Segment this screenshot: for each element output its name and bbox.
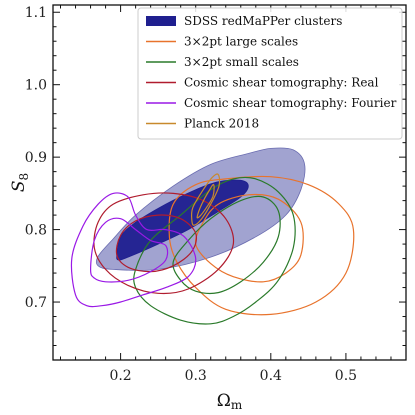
- x-tick-label: 0.4: [260, 368, 282, 384]
- contour-cosmic-shear-tomography-real-68: [115, 214, 198, 273]
- axes-layer: 0.2 0.3 0.4 0.5 0.7 0.8 0.9 1.0 1.1 Ωm S8: [9, 4, 407, 412]
- x-tick-label: 0.5: [335, 368, 357, 384]
- legend-label: Planck 2018: [184, 117, 259, 131]
- x-tick-label: 0.2: [109, 368, 131, 384]
- y-axis-label-subscript: 8: [17, 173, 31, 181]
- x-tick-label: 0.3: [185, 368, 207, 384]
- y-tick-label: 1.0: [25, 78, 47, 94]
- contour-3-2pt-large-scales-95: [168, 175, 355, 316]
- contour-planck-2018-68: [196, 183, 215, 219]
- legend-label: Cosmic shear tomography: Fourier: [184, 96, 397, 110]
- legend-label: SDSS redMaPPer clusters: [184, 14, 342, 28]
- y-tick-label: 0.7: [25, 295, 47, 311]
- plot-area: [70, 147, 355, 325]
- legend-label: Cosmic shear tomography: Real: [184, 76, 379, 90]
- y-tick-label: 0.8: [25, 223, 47, 239]
- contour-3-2pt-small-scales-95: [133, 176, 296, 325]
- y-tick-label: 0.9: [25, 150, 47, 166]
- contour-planck-2018-95: [190, 173, 221, 226]
- y-axis-label: S8: [9, 173, 31, 192]
- plot-frame: [52, 4, 407, 361]
- legend-label: 3×2pt small scales: [184, 55, 299, 69]
- contours-layer: [70, 147, 355, 325]
- legend-frame: [137, 7, 403, 140]
- x-axis-label-subscript: m: [231, 398, 243, 412]
- contour-3-2pt-large-scales-68: [194, 193, 304, 283]
- contour-cosmic-shear-tomography-real-95: [93, 192, 235, 295]
- contour-cosmic-shear-tomography-fourier-68: [89, 217, 169, 283]
- x-axis-label: Ωm: [217, 391, 243, 412]
- y-tick-label: 1.1: [25, 5, 47, 21]
- legend-label: 3×2pt large scales: [184, 35, 298, 49]
- legend-swatch: [146, 16, 176, 26]
- contour-3-2pt-small-scales-68: [172, 195, 281, 294]
- contour-cosmic-shear-tomography-fourier-95: [70, 192, 197, 308]
- legend: SDSS redMaPPer clusters 3×2pt large scale…: [137, 7, 403, 140]
